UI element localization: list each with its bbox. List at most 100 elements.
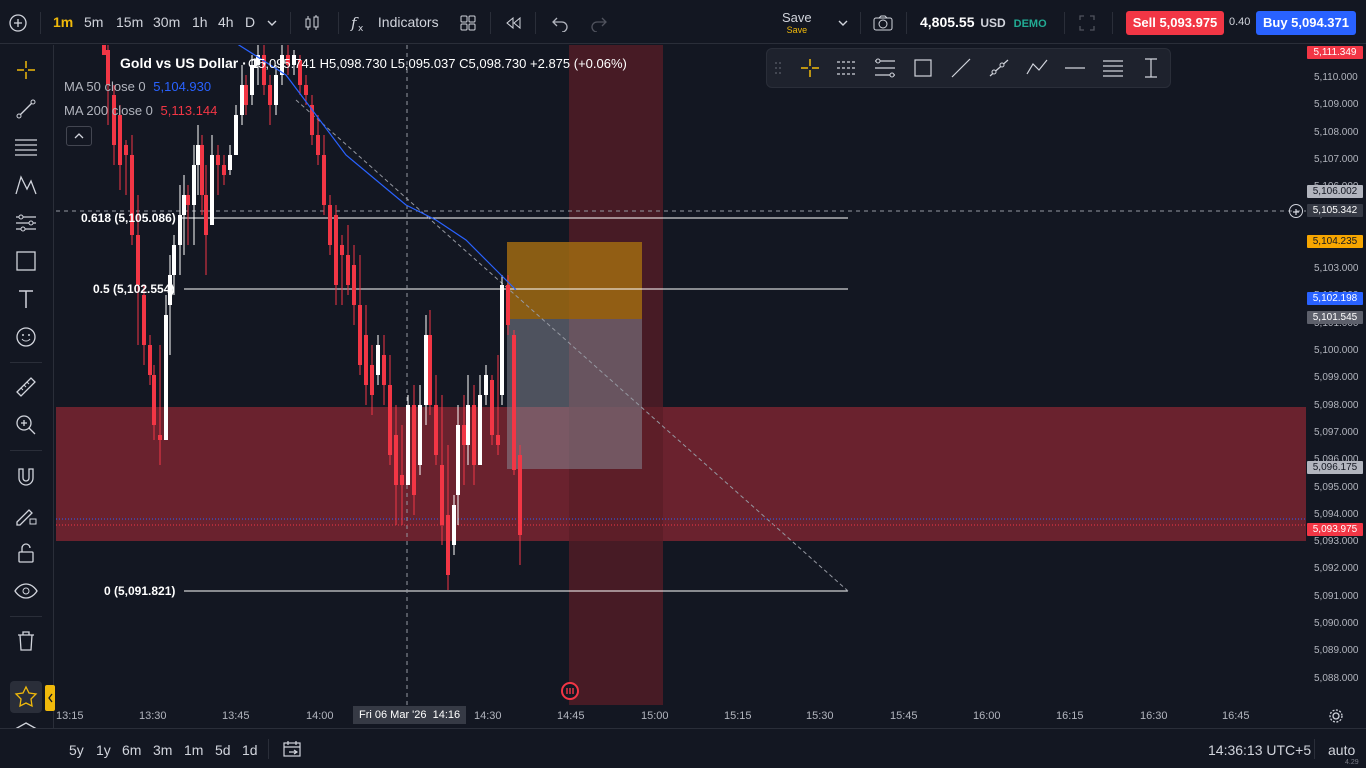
time-tick-label: 14:45	[557, 710, 585, 722]
timeframe-5m[interactable]: 5m	[84, 14, 104, 30]
price-badge-stop[interactable]: 5,096.175	[1307, 461, 1363, 474]
quick-price-range[interactable]	[1139, 56, 1163, 80]
timeframe-30m[interactable]: 30m	[153, 14, 181, 30]
timeframe-1h[interactable]: 1h	[192, 14, 208, 30]
screenshot-button[interactable]	[872, 0, 894, 44]
fib-tool[interactable]	[13, 134, 39, 160]
chart-pane[interactable]: Gold vs US Dollar · 1 · O5,095.741 H5,09…	[56, 45, 1306, 705]
ma200-legend[interactable]: MA 200 close 0 5,113.144	[64, 103, 217, 118]
open-label: O	[248, 56, 259, 71]
hide-drawings-tool[interactable]	[13, 578, 39, 604]
goto-date-button[interactable]	[281, 738, 303, 765]
timeframe-dropdown[interactable]	[265, 0, 279, 44]
sell-button[interactable]: Sell 5,093.975	[1126, 11, 1224, 35]
price-badge-entry[interactable]: 5,101.545	[1307, 311, 1363, 324]
candle-body	[106, 50, 110, 85]
candle-body	[418, 405, 422, 465]
favorites-tool[interactable]	[10, 681, 42, 713]
clock-timezone[interactable]: 14:36:13 UTC+5	[1208, 742, 1312, 758]
candle-body	[496, 435, 500, 445]
crosshair-time-label: Fri 06 Mar '26 14:16	[353, 706, 467, 724]
legend-collapse-button[interactable]	[66, 126, 92, 146]
lock-drawings-tool[interactable]	[13, 540, 39, 566]
auto-scale-toggle[interactable]: auto	[1328, 742, 1356, 758]
candle-body	[148, 345, 152, 375]
account-balance[interactable]: 4,805.55 USD DEMO	[920, 0, 1047, 44]
redo-button[interactable]	[590, 0, 608, 44]
remove-drawings-tool[interactable]	[13, 628, 39, 654]
add-alert-plus-icon[interactable]	[1289, 204, 1303, 218]
range-1d[interactable]: 1d	[242, 742, 258, 758]
time-tick-label: 16:30	[1140, 710, 1168, 722]
quick-parallel-channel[interactable]	[835, 56, 859, 80]
pattern-tool[interactable]	[13, 172, 39, 198]
price-badge-crosshair[interactable]: 5,105.342	[1307, 204, 1363, 217]
floating-drawing-toolbar	[766, 48, 1171, 88]
price-badge-high[interactable]: 5,111.349	[1307, 46, 1363, 59]
timeframe-1m[interactable]: 1m	[53, 14, 74, 30]
range-1y[interactable]: 1y	[96, 742, 111, 758]
quick-horizontal-line[interactable]	[1063, 56, 1087, 80]
layouts-button[interactable]	[458, 0, 478, 44]
session-break-marker[interactable]	[561, 682, 579, 700]
quick-fib[interactable]	[873, 56, 897, 80]
ma50-legend[interactable]: MA 50 close 0 5,104.930	[64, 79, 211, 94]
price-badge-bid[interactable]: 5,093.975	[1307, 523, 1363, 536]
range-3m[interactable]: 3m	[153, 742, 173, 758]
crosshair-tool[interactable]	[13, 57, 39, 83]
candle-body	[322, 155, 326, 205]
shape-tool[interactable]	[13, 248, 39, 274]
price-badge-line[interactable]: 5,106.002	[1307, 185, 1363, 198]
candle-body	[406, 405, 410, 485]
candle-body	[112, 95, 116, 145]
replay-button[interactable]	[503, 0, 523, 44]
crosshair-icon	[17, 61, 35, 79]
fib-retracement-icon	[15, 139, 37, 156]
ray-icon	[989, 59, 1009, 77]
range-5d[interactable]: 5d	[215, 742, 231, 758]
candle-body	[490, 380, 494, 435]
magnet-tool[interactable]	[13, 464, 39, 490]
quick-crosshair[interactable]	[798, 56, 822, 80]
range-6m[interactable]: 6m	[122, 742, 142, 758]
trendline-tool[interactable]	[13, 96, 39, 122]
timeframe-4h[interactable]: 4h	[218, 14, 234, 30]
symbol-title[interactable]: Gold vs US Dollar · 1 ·	[120, 55, 268, 71]
range-1m[interactable]: 1m	[184, 742, 204, 758]
quick-path[interactable]	[1025, 56, 1049, 80]
price-badge-target[interactable]: 5,104.235	[1307, 235, 1363, 248]
candle-body	[310, 105, 314, 135]
save-dropdown[interactable]	[836, 0, 850, 44]
fullscreen-button[interactable]	[1078, 0, 1096, 44]
zoom-tool[interactable]	[13, 412, 39, 438]
quick-rectangle[interactable]	[911, 56, 935, 80]
price-axis[interactable]: 5,110.000 5,109.000 5,108.000 5,107.000 5,10…	[1306, 45, 1366, 705]
quick-horizontal-ray[interactable]	[1101, 56, 1125, 80]
stay-drawing-tool[interactable]	[13, 502, 39, 528]
text-tool[interactable]	[13, 286, 39, 312]
timeframe-d[interactable]: D	[245, 14, 256, 30]
candle-body	[376, 345, 380, 375]
undo-button[interactable]	[551, 0, 569, 44]
forecast-tool[interactable]	[13, 210, 39, 236]
quick-trendline[interactable]	[949, 56, 973, 80]
drag-handle[interactable]	[771, 56, 785, 80]
chart-type-button[interactable]	[302, 0, 322, 44]
buy-button[interactable]: Buy 5,094.371	[1256, 11, 1356, 35]
chart-settings-button[interactable]	[1328, 708, 1344, 729]
save-button[interactable]: Save Save	[782, 0, 812, 44]
time-axis[interactable]: 13:15 13:30 13:45 14:00 14:30 14:45 15:00 15:15…	[56, 705, 1306, 727]
measure-tool[interactable]	[13, 374, 39, 400]
candlestick-chart[interactable]	[56, 45, 1306, 705]
collapse-toolbar-handle[interactable]	[45, 685, 55, 711]
candle-body	[216, 155, 220, 165]
lines-icon	[1103, 60, 1123, 77]
timeframe-15m[interactable]: 15m	[116, 14, 144, 30]
emoji-tool[interactable]	[13, 324, 39, 350]
high-value: 5,098.730	[328, 56, 387, 71]
range-5y[interactable]: 5y	[69, 742, 84, 758]
quick-ray[interactable]	[987, 56, 1011, 80]
price-badge-ma50[interactable]: 5,102.198	[1307, 292, 1363, 305]
add-symbol-button[interactable]	[8, 0, 28, 44]
